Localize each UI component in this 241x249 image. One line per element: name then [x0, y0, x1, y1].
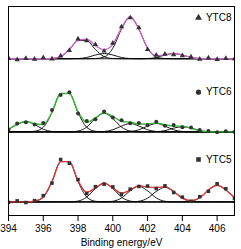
svg-text:402: 402: [139, 223, 156, 234]
svg-text:YTC8: YTC8: [206, 12, 232, 23]
svg-text:400: 400: [104, 223, 121, 234]
svg-text:YTC5: YTC5: [206, 154, 232, 165]
svg-text:396: 396: [35, 223, 52, 234]
svg-text:404: 404: [174, 223, 191, 234]
svg-text:406: 406: [209, 223, 226, 234]
svg-text:394: 394: [0, 223, 17, 234]
svg-text:398: 398: [70, 223, 87, 234]
svg-text:YTC6: YTC6: [206, 86, 232, 97]
svg-text:Binding energy/eV: Binding energy/eV: [81, 237, 163, 248]
